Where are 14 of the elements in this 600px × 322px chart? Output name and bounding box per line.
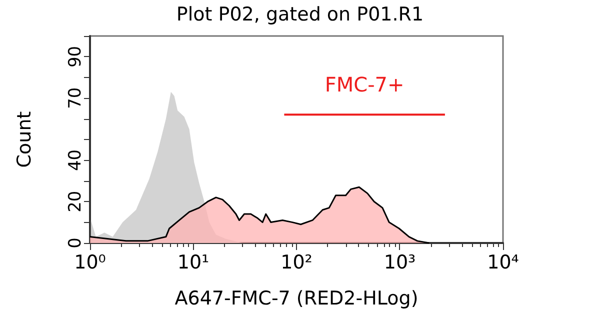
x-tick-label: 10⁴ <box>487 252 520 274</box>
y-axis-title: Count <box>14 111 36 168</box>
x-tick-label: 10² <box>280 252 312 274</box>
y-tick-label: 20 <box>66 190 86 212</box>
y-tick-label: 90 <box>66 46 86 68</box>
y-tick-label: 70 <box>66 87 86 109</box>
x-tick-label: 10³ <box>384 252 416 274</box>
series-label: FMC-7+ <box>324 72 404 97</box>
x-tick-label: 10¹ <box>177 252 210 274</box>
x-tick-label: 10⁰ <box>74 252 106 274</box>
y-tick-label: 0 <box>66 238 86 248</box>
x-axis-title: A647-FMC-7 (RED2-HLog) <box>174 288 418 310</box>
chart-title: Plot P02, gated on P01.R1 <box>176 4 424 26</box>
y-tick-label: 40 <box>66 149 86 172</box>
